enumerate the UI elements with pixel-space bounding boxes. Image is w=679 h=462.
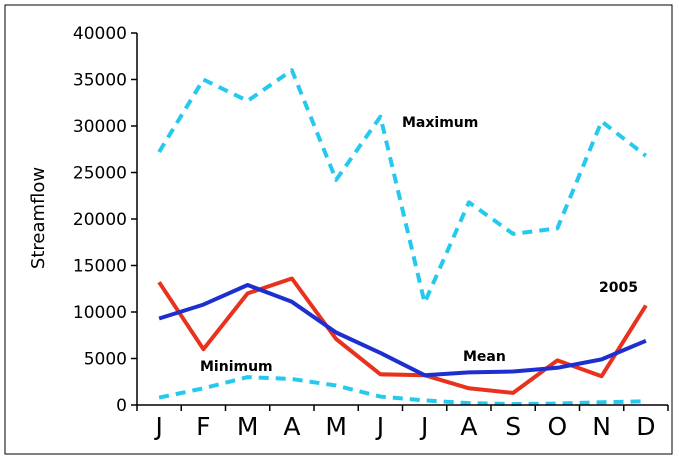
y-tick-label: 15000 (73, 257, 127, 277)
series-layer (157, 68, 648, 407)
x-tick-label: M (237, 412, 259, 441)
x-tick-label: J (153, 412, 162, 441)
y-tick-label: 0 (116, 396, 127, 416)
x-tick-label: J (419, 412, 428, 441)
series-line-minimum (158, 375, 646, 407)
series-label-2005: 2005 (599, 280, 638, 296)
y-axis-ticks: 0 5000 10000 15000 20000 25000 30000 35000 40000 (73, 24, 137, 416)
y-tick-label: 20000 (73, 210, 127, 230)
y-tick-label: 5000 (84, 350, 127, 370)
x-tick-label: D (636, 412, 655, 441)
series-line-maximum (157, 68, 648, 305)
y-tick-label: 25000 (73, 164, 127, 184)
series-label-mean: Mean (463, 349, 506, 365)
y-tick-label: 40000 (73, 24, 127, 44)
y-axis-label: Streamflow (28, 167, 49, 269)
x-tick-label: S (505, 412, 521, 441)
x-tick-label: A (283, 412, 300, 441)
chart-border (4, 4, 673, 455)
y-tick-label: 35000 (73, 71, 127, 91)
y-tick-label: 30000 (73, 117, 127, 137)
x-tick-label: J (375, 412, 384, 441)
x-tick-label: F (196, 412, 210, 441)
x-tick-label: O (548, 412, 568, 441)
series-label-minimum: Minimum (200, 359, 273, 375)
series-line-mean (158, 283, 647, 378)
x-tick-label: M (325, 412, 347, 441)
x-tick-label: A (460, 412, 477, 441)
series-label-maximum: Maximum (402, 115, 478, 131)
y-tick-label: 10000 (73, 303, 127, 323)
x-tick-label: N (592, 412, 611, 441)
series-line-2005 (157, 276, 648, 395)
